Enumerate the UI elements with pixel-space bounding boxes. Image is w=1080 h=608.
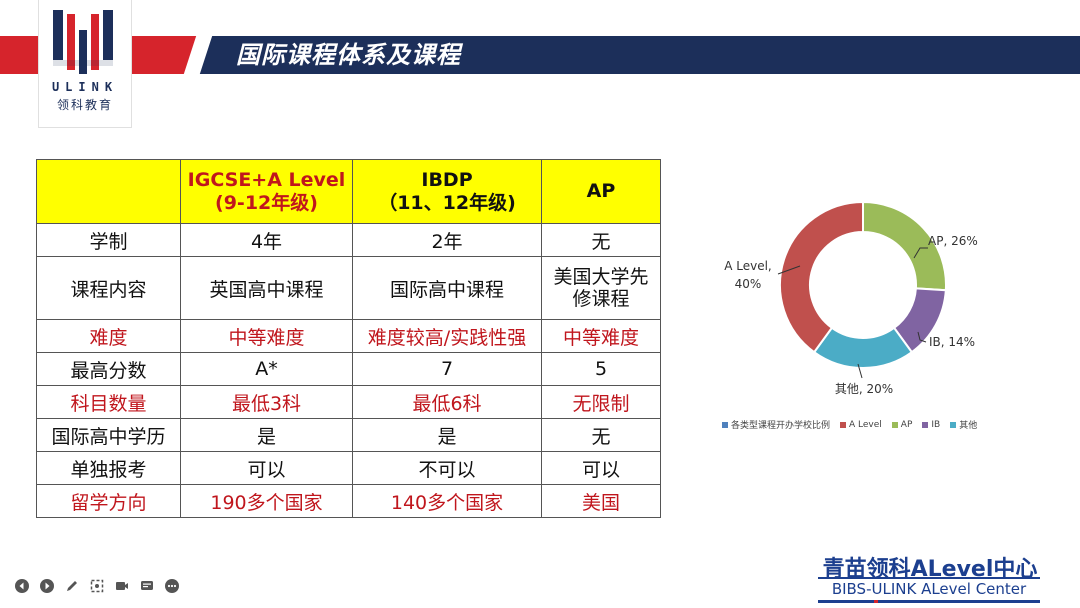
table-cell: 留学方向 — [36, 484, 181, 518]
table-cell: 美国 — [541, 484, 661, 518]
table-header-ibdp: IBDP （11、12年级) — [352, 159, 542, 224]
table-cell: 国际高中学历 — [36, 418, 181, 452]
leader-line-other — [857, 363, 863, 379]
table-cell: 是 — [352, 418, 542, 452]
table-header-empty — [36, 159, 181, 224]
brand-accent — [874, 600, 878, 603]
table-cell: 是 — [180, 418, 353, 452]
table-cell: 2年 — [352, 223, 542, 257]
prev-icon[interactable] — [14, 578, 30, 594]
legend-swatch — [922, 421, 929, 428]
more-icon[interactable] — [164, 578, 180, 594]
legend-swatch — [840, 421, 847, 428]
table-row: 单独报考 可以 不可以 可以 — [36, 451, 661, 485]
table-cell: 可以 — [180, 451, 353, 485]
data-label-ap: AP, 26% — [928, 234, 978, 248]
table-cell: 中等难度 — [541, 319, 661, 353]
ulink-logo: ULINK 领科教育 — [38, 0, 132, 128]
table-header-row: IGCSE+A Level (9-12年级) IBDP （11、12年级) AP — [36, 159, 661, 224]
table-header-ap: AP — [541, 159, 661, 224]
legend-item-series: 各类型课程开办学校比例 — [722, 418, 830, 431]
table-cell: 可以 — [541, 451, 661, 485]
table-cell: 中等难度 — [180, 319, 353, 353]
brand-divider — [818, 577, 1040, 579]
legend-item: IB — [922, 418, 940, 431]
table-row: 难度 中等难度 难度较高/实践性强 中等难度 — [36, 319, 661, 353]
table-cell: 140多个国家 — [352, 484, 542, 518]
table-cell: 最低3科 — [180, 385, 353, 419]
table-cell: 科目数量 — [36, 385, 181, 419]
table-row: 留学方向 190多个国家 140多个国家 美国 — [36, 484, 661, 518]
table-cell: 不可以 — [352, 451, 542, 485]
leader-line-ap — [913, 247, 928, 259]
table-cell: 190多个国家 — [180, 484, 353, 518]
pen-icon[interactable] — [64, 578, 80, 594]
brand-underline — [818, 600, 1040, 603]
donut-slice-其他 — [812, 326, 914, 369]
legend-swatch — [891, 421, 898, 428]
table-cell: 无限制 — [541, 385, 661, 419]
camera-icon[interactable] — [114, 578, 130, 594]
table-cell: 无 — [541, 223, 661, 257]
table-row: 学制 4年 2年 无 — [36, 223, 661, 257]
chat-icon[interactable] — [139, 578, 155, 594]
data-label-alevel-value: 40% — [735, 277, 762, 291]
data-label-alevel: A Level, — [724, 259, 772, 273]
table-cell: 7 — [352, 352, 542, 386]
table-cell: 难度较高/实践性强 — [352, 319, 542, 353]
logo-subtitle: 领科教育 — [56, 98, 113, 112]
table-cell: 学制 — [36, 223, 181, 257]
table-row: 最高分数 A* 7 5 — [36, 352, 661, 386]
table-row: 科目数量 最低3科 最低6科 无限制 — [36, 385, 661, 419]
table-cell: 美国大学先 修课程 — [541, 256, 661, 320]
table-cell: 英国高中课程 — [180, 256, 353, 320]
legend-item: AP — [891, 418, 912, 431]
table-row: 课程内容 英国高中课程 国际高中课程 美国大学先 修课程 — [36, 256, 661, 320]
data-label-ib: IB, 14% — [929, 335, 975, 349]
table-header-alevel: IGCSE+A Level (9-12年级) — [180, 159, 353, 224]
table-cell: 最高分数 — [36, 352, 181, 386]
legend-item: 其他 — [950, 418, 977, 431]
next-icon[interactable] — [39, 578, 55, 594]
table-cell: 国际高中课程 — [352, 256, 542, 320]
table-cell: 最低6科 — [352, 385, 542, 419]
legend-swatch — [950, 421, 957, 428]
table-cell: 4年 — [180, 223, 353, 257]
table-cell: 无 — [541, 418, 661, 452]
screen-icon[interactable] — [89, 578, 105, 594]
table-cell: 单独报考 — [36, 451, 181, 485]
brand-english: BIBS-ULINK ALevel Center — [831, 580, 1027, 598]
leader-line-alevel — [777, 265, 801, 275]
table-cell: 难度 — [36, 319, 181, 353]
legend-swatch — [722, 421, 728, 428]
logo-text: ULINK — [51, 80, 119, 94]
course-share-donut-chart: A Level, 40% AP, 26% IB, 14% 其他, 20% — [724, 200, 978, 396]
leader-line-ib — [917, 331, 927, 343]
data-label-other: 其他, 20% — [835, 382, 893, 396]
slide-title: 国际课程体系及课程 — [236, 41, 461, 69]
table-row: 国际高中学历 是 是 无 — [36, 418, 661, 452]
logo-mark-icon — [53, 10, 113, 74]
chart-legend: 各类型课程开办学校比例 A Level AP IB 其他 — [722, 418, 977, 431]
table-cell: 课程内容 — [36, 256, 181, 320]
legend-item: A Level — [840, 418, 882, 431]
presentation-toolbar — [14, 578, 180, 594]
table-cell: 5 — [541, 352, 661, 386]
curriculum-comparison-table: IGCSE+A Level (9-12年级) IBDP （11、12年级) AP 学… — [36, 159, 661, 518]
donut-slice-a-level — [779, 200, 864, 354]
table-cell: A* — [180, 352, 353, 386]
